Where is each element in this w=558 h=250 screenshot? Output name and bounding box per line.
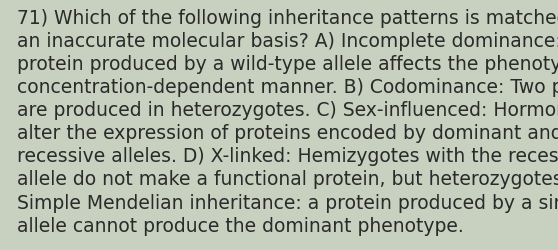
Text: concentration-dependent manner. B) Codominance: Two proteins: concentration-dependent manner. B) Codom… xyxy=(17,78,558,97)
Text: are produced in heterozygotes. C) Sex-influenced: Hormones: are produced in heterozygotes. C) Sex-in… xyxy=(17,101,558,120)
Text: allele cannot produce the dominant phenotype.: allele cannot produce the dominant pheno… xyxy=(17,216,464,235)
Text: an inaccurate molecular basis? A) Incomplete dominance: a: an inaccurate molecular basis? A) Incomp… xyxy=(17,32,558,51)
Text: alter the expression of proteins encoded by dominant and: alter the expression of proteins encoded… xyxy=(17,124,558,143)
Text: 71) Which of the following inheritance patterns is matched with: 71) Which of the following inheritance p… xyxy=(17,9,558,28)
Text: Simple Mendelian inheritance: a protein produced by a single: Simple Mendelian inheritance: a protein … xyxy=(17,193,558,212)
Text: recessive alleles. D) X-linked: Hemizygotes with the recessive: recessive alleles. D) X-linked: Hemizygo… xyxy=(17,147,558,166)
Text: protein produced by a wild-type allele affects the phenotype in a: protein produced by a wild-type allele a… xyxy=(17,55,558,74)
Text: allele do not make a functional protein, but heterozygotes do. E): allele do not make a functional protein,… xyxy=(17,170,558,189)
